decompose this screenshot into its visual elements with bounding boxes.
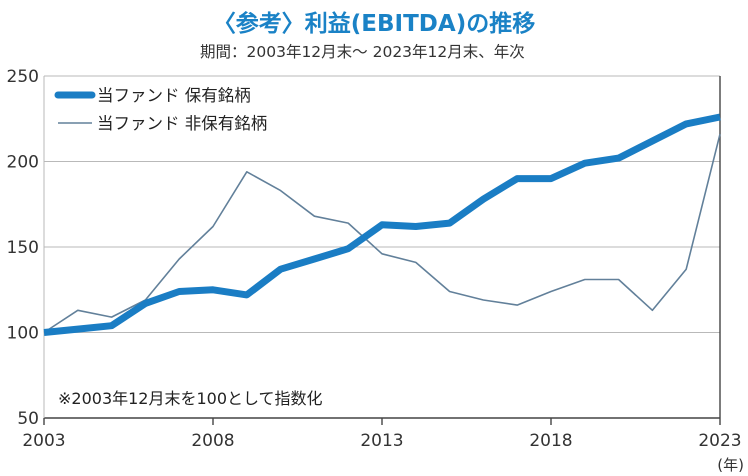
- y-tick-label-200: 200: [7, 153, 39, 173]
- index-note: ※2003年12月末を100として指数化: [58, 389, 323, 408]
- x-axis-ticks: 2003 2008 2013 2018 2023: [22, 418, 742, 451]
- series-lines: [43, 113, 721, 336]
- y-tick-label-100: 100: [7, 324, 39, 344]
- series-line-non-held: [43, 133, 721, 334]
- y-axis-ticks: 50 100 150 200 250: [7, 67, 39, 429]
- x-tick-label-2003: 2003: [22, 431, 65, 451]
- chart-title: 〈参考〉利益(EBITDA)の推移: [212, 11, 536, 37]
- legend: 当ファンド 保有銘柄 当ファンド 非保有銘柄: [54, 86, 267, 133]
- chart-subtitle: 期間：2003年12月末～ 2023年12月末、年次: [200, 43, 525, 61]
- x-axis-unit: (年): [717, 456, 744, 474]
- y-tick-label-250: 250: [7, 67, 39, 87]
- x-tick-label-2008: 2008: [191, 431, 234, 451]
- legend-label-non-held: 当ファンド 非保有銘柄: [97, 114, 267, 133]
- legend-label-held: 当ファンド 保有銘柄: [97, 86, 251, 105]
- y-tick-label-150: 150: [7, 238, 39, 258]
- x-tick-label-2013: 2013: [360, 431, 403, 451]
- x-tick-label-2018: 2018: [529, 431, 572, 451]
- y-tick-label-50: 50: [17, 409, 39, 429]
- series-line-held: [43, 113, 721, 336]
- x-tick-label-2023: 2023: [698, 431, 741, 451]
